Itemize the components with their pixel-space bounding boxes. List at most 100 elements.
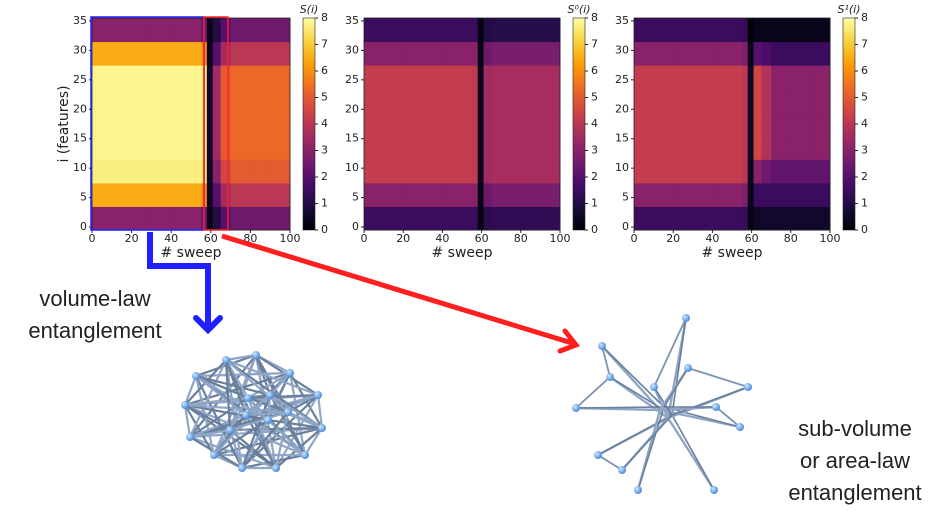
x-tick-label: 60 [475,232,489,245]
heatmap-cell [742,136,748,160]
heatmap-cell [403,159,423,183]
annotation: sub-volume [798,416,912,441]
heatmap-cell [673,89,693,113]
heatmap-cell [151,183,171,207]
network-node [284,408,292,416]
heatmap-cell [673,183,693,207]
heatmap-cell [754,159,762,183]
colorbar-tick-label: 3 [591,144,598,157]
heatmap-cell [250,159,270,183]
heatmap-cell [673,112,693,136]
network-edge [688,368,748,387]
heatmap-cell [462,65,472,89]
heatmap-cell [442,206,462,230]
heatmap-cell [634,112,654,136]
heatmap-cell [654,65,674,89]
heatmap-cell [132,183,152,207]
heatmap-cell [491,42,501,66]
heatmap-cell [92,42,112,66]
heatmap-cell [478,159,484,183]
heatmap-cell [540,183,560,207]
heatmap-cell [754,136,762,160]
network-node [192,372,200,380]
heatmap-cell [501,42,521,66]
heatmap-cell [364,42,384,66]
heatmap-cell [771,65,791,89]
y-tick-label: 10 [73,161,87,174]
heatmap-cell [484,42,492,66]
heatmap-cell [540,159,560,183]
heatmap-cell [748,89,754,113]
heatmap-cell [478,65,484,89]
heatmap-cell [540,42,560,66]
heatmap-cell [771,112,791,136]
network-node [181,401,189,409]
heatmap-cell [364,159,384,183]
x-tick-label: 20 [125,232,139,245]
heatmap-cell [384,159,404,183]
network-edge [185,376,196,405]
heatmap-cell [403,65,423,89]
heatmap-cell [478,136,484,160]
heatmap-cell [462,136,472,160]
colorbar-title: S⁰(i) [567,3,590,16]
heatmap-cell [270,159,290,183]
heatmap-cell [191,206,201,230]
heatmap-cell [761,89,771,113]
heatmap-cell [132,65,152,89]
heatmap-cell [771,159,791,183]
heatmap-cell [462,112,472,136]
heatmap-cell [462,18,472,42]
heatmap-cell [132,206,152,230]
colorbar-tick-label: 7 [591,38,598,51]
heatmap-cell [754,89,762,113]
heatmap-cell [92,65,112,89]
heatmap-cell [423,136,443,160]
heatmap-cell [693,136,713,160]
heatmap-cell [364,136,384,160]
network-node [318,424,326,432]
heatmap-cell [478,112,484,136]
heatmap-cell [491,159,501,183]
heatmap-cell [270,18,290,42]
x-axis-label: # sweep [431,245,492,261]
heatmap-cell [501,159,521,183]
figure: 02040608010005101520253035# sweepi (feat… [0,0,934,514]
network-node [594,451,602,459]
heatmap-cell [462,206,472,230]
heatmap-cell [484,159,492,183]
heatmap-cell [132,89,152,113]
heatmap-cell [112,65,132,89]
heatmap-cell [540,89,560,113]
heatmap-cell [654,136,674,160]
heatmap-cell [634,206,654,230]
x-tick-label: 40 [164,232,178,245]
heatmap-cell [673,65,693,89]
arrow [222,236,572,343]
heatmap-cell [384,206,404,230]
network-node [682,314,690,322]
network-node [244,394,252,402]
heatmap-cell [693,65,713,89]
heatmap-cell [231,206,251,230]
heatmap-cell [791,159,811,183]
colorbar-tick-label: 5 [861,91,868,104]
colorbar-tick-label: 0 [321,223,328,236]
heatmap-cell [478,89,484,113]
heatmap: 02040608010005101520253035# sweep0123456… [615,3,868,261]
heatmap-cell [748,112,754,136]
heatmap-cell [693,159,713,183]
heatmap-cell [270,89,290,113]
heatmap-cell [771,89,791,113]
x-tick-label: 80 [784,232,798,245]
heatmap-cell [761,112,771,136]
heatmap-cell [250,42,270,66]
heatmap-cell [484,112,492,136]
network-edge [672,387,748,415]
heatmap-cell [491,18,501,42]
heatmap-cell [654,183,674,207]
heatmap-cell [521,18,541,42]
heatmap-cell [364,183,384,207]
heatmap-cell [472,136,478,160]
heatmap-cell [791,183,811,207]
